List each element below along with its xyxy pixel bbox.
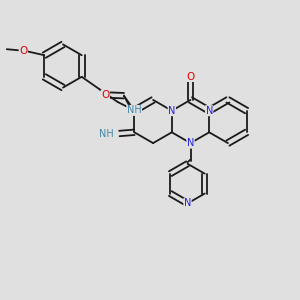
Text: N: N <box>168 106 176 116</box>
Text: O: O <box>186 71 195 82</box>
Text: N: N <box>184 199 191 208</box>
Text: NH: NH <box>99 129 113 139</box>
Text: N: N <box>206 106 213 116</box>
Text: O: O <box>19 46 27 56</box>
Text: N: N <box>187 138 194 148</box>
Text: O: O <box>101 90 110 100</box>
Text: NH: NH <box>127 105 142 116</box>
